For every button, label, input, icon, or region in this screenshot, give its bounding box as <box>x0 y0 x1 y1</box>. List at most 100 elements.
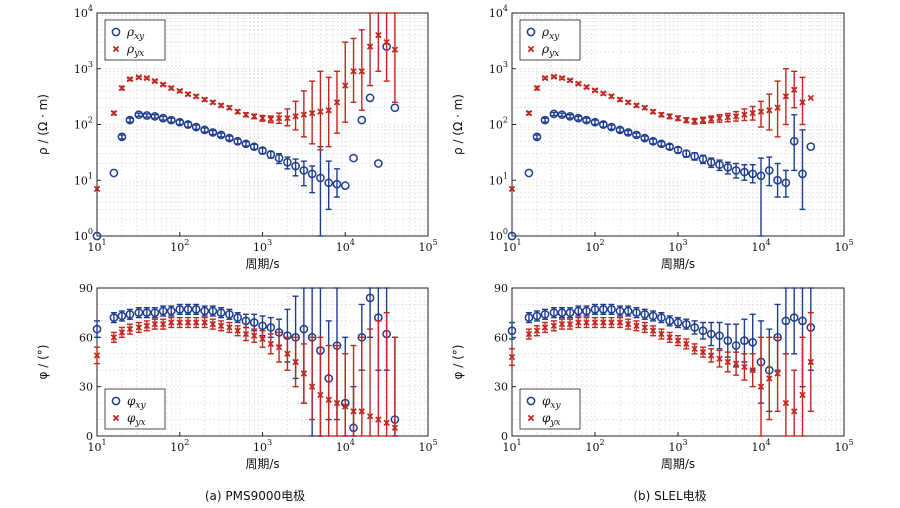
x-tick-label: 104 <box>751 238 770 254</box>
series-ρyx <box>93 12 399 193</box>
data-point <box>789 313 799 322</box>
legend-box <box>104 19 166 61</box>
data-point <box>332 179 342 189</box>
x-axis-label: 周期/s <box>245 257 279 271</box>
data-point <box>607 122 616 132</box>
legend-marker-x <box>527 414 535 422</box>
data-point <box>292 113 299 120</box>
legend-label: ρyx <box>541 42 559 59</box>
data-point <box>740 167 749 177</box>
data-point <box>151 320 159 328</box>
x-tick-label: 105 <box>418 438 437 454</box>
legend-label: ρyx <box>126 42 144 59</box>
y-tick-label: 100 <box>489 227 508 243</box>
data-point <box>159 320 167 328</box>
data-point <box>799 391 806 399</box>
data-point <box>633 322 640 330</box>
data-point <box>674 114 682 122</box>
data-point <box>715 160 724 170</box>
data-point <box>117 311 127 321</box>
data-point <box>226 324 233 331</box>
x-tick-label: 104 <box>751 438 770 454</box>
x-tick-label: 101 <box>502 238 521 254</box>
data-point <box>641 324 648 331</box>
data-point <box>201 319 208 326</box>
data-point <box>143 322 151 330</box>
data-point <box>324 178 334 188</box>
x-tick-label: 102 <box>585 238 604 254</box>
x-tick-label: 102 <box>170 238 189 254</box>
data-point <box>749 109 756 117</box>
legend-marker-x <box>112 45 120 53</box>
data-point <box>365 93 375 103</box>
legend-label: φxy <box>127 394 146 411</box>
data-point <box>299 166 309 175</box>
data-point <box>757 108 765 115</box>
data-point <box>284 350 291 357</box>
data-point <box>317 391 324 399</box>
series-φyx <box>508 311 815 437</box>
data-point <box>125 115 135 125</box>
data-point <box>266 150 276 159</box>
data-point <box>732 360 740 367</box>
data-point <box>366 413 374 420</box>
data-point <box>749 367 756 374</box>
data-point <box>349 153 358 163</box>
data-point <box>724 114 732 121</box>
y-tick-label: 102 <box>489 116 508 132</box>
y-axis-label: ρ / (Ω · m) <box>36 94 50 155</box>
data-point <box>125 309 135 319</box>
data-point <box>259 114 266 122</box>
data-point <box>234 327 241 334</box>
data-point <box>300 111 308 118</box>
legend-marker-circle <box>526 396 536 406</box>
data-point <box>375 416 382 423</box>
data-point <box>192 93 200 100</box>
data-point <box>275 343 283 351</box>
data-point <box>159 81 167 88</box>
data-point <box>798 316 807 326</box>
data-point <box>649 108 657 115</box>
data-point <box>582 115 591 125</box>
data-point <box>166 115 176 125</box>
legend-box <box>104 388 166 430</box>
data-point <box>591 87 599 94</box>
data-point <box>110 109 118 117</box>
data-point <box>641 104 648 111</box>
data-point <box>615 306 625 316</box>
data-point <box>383 38 390 46</box>
data-point <box>807 94 815 102</box>
data-point <box>225 309 234 319</box>
data-point <box>681 319 691 329</box>
x-tick-label: 101 <box>87 238 106 254</box>
data-point <box>549 109 559 119</box>
data-point <box>191 122 201 132</box>
y-axis-label: ρ / (Ω · m) <box>451 94 465 155</box>
data-point <box>557 110 567 120</box>
data-point <box>143 74 151 82</box>
data-point <box>600 90 607 97</box>
data-point <box>340 181 350 191</box>
data-point <box>781 316 791 326</box>
data-point <box>533 84 541 92</box>
data-point <box>623 128 633 137</box>
y-tick-label: 0 <box>86 430 93 443</box>
data-point <box>533 327 541 334</box>
data-point <box>708 352 715 359</box>
data-point <box>249 318 259 327</box>
data-point <box>732 113 740 120</box>
data-point <box>258 321 267 331</box>
data-point <box>715 331 724 341</box>
data-point <box>391 46 399 53</box>
data-point <box>267 115 274 123</box>
data-point <box>357 115 367 125</box>
data-point <box>126 75 134 83</box>
data-point <box>299 324 309 334</box>
data-point <box>284 114 291 122</box>
data-point <box>241 316 251 326</box>
data-point <box>333 399 341 407</box>
data-point <box>756 171 766 181</box>
data-point <box>674 337 682 344</box>
